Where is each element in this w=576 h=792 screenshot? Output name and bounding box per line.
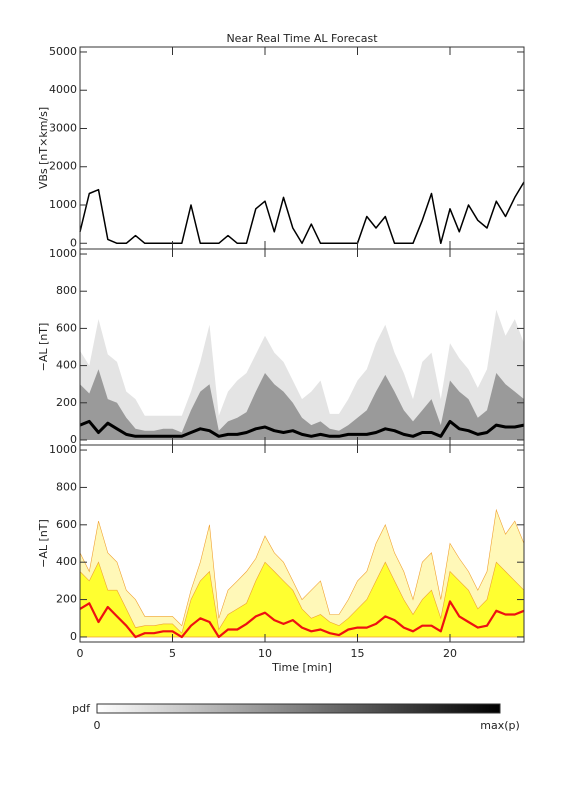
y-tick-label: 0 <box>70 630 77 643</box>
y-tick-label: 400 <box>56 359 77 372</box>
colorbar-label: pdf <box>72 702 91 715</box>
y-tick-label: 2000 <box>49 160 77 173</box>
line <box>79 181 525 245</box>
plot-frame <box>79 444 525 643</box>
x-tick-label: 20 <box>443 647 457 660</box>
y-tick-label: 1000 <box>49 443 77 456</box>
area <box>79 561 525 638</box>
y-tick-label: 600 <box>56 321 77 334</box>
y-tick-label: 600 <box>56 518 77 531</box>
y-tick-label: 800 <box>56 480 77 493</box>
colorbar-max: max(p) <box>480 719 520 732</box>
chart-title: Near Real Time AL Forecast <box>226 32 378 45</box>
area <box>80 369 524 440</box>
y-tick-label: 200 <box>56 593 77 606</box>
x-tick-label: 15 <box>351 647 365 660</box>
y-tick-label: 800 <box>56 284 77 297</box>
y-tick-label: 400 <box>56 555 77 568</box>
x-tick-label: 10 <box>258 647 272 660</box>
y-tick-label: 3000 <box>49 121 77 134</box>
line <box>79 600 525 639</box>
y-tick-label: 5000 <box>49 45 77 58</box>
y-axis-label: VBs [nT×km/s] <box>37 107 50 189</box>
y-axis-label: −AL [nT] <box>37 519 50 568</box>
area <box>80 309 524 440</box>
y-tick-label: 0 <box>70 236 77 249</box>
y-tick-label: 1000 <box>49 247 77 260</box>
y-tick-label: 200 <box>56 396 77 409</box>
y-tick-label: 4000 <box>49 83 77 96</box>
x-tick-label: 5 <box>169 647 176 660</box>
x-axis-label: Time [min] <box>271 661 332 674</box>
colorbar <box>96 703 501 714</box>
x-tick-label: 0 <box>77 647 84 660</box>
y-axis-label: −AL [nT] <box>37 323 50 372</box>
colorbar-min: 0 <box>94 719 101 732</box>
y-tick-label: 1000 <box>49 198 77 211</box>
line <box>79 419 525 438</box>
y-tick-label: 0 <box>70 433 77 446</box>
plot-frame <box>79 46 525 250</box>
